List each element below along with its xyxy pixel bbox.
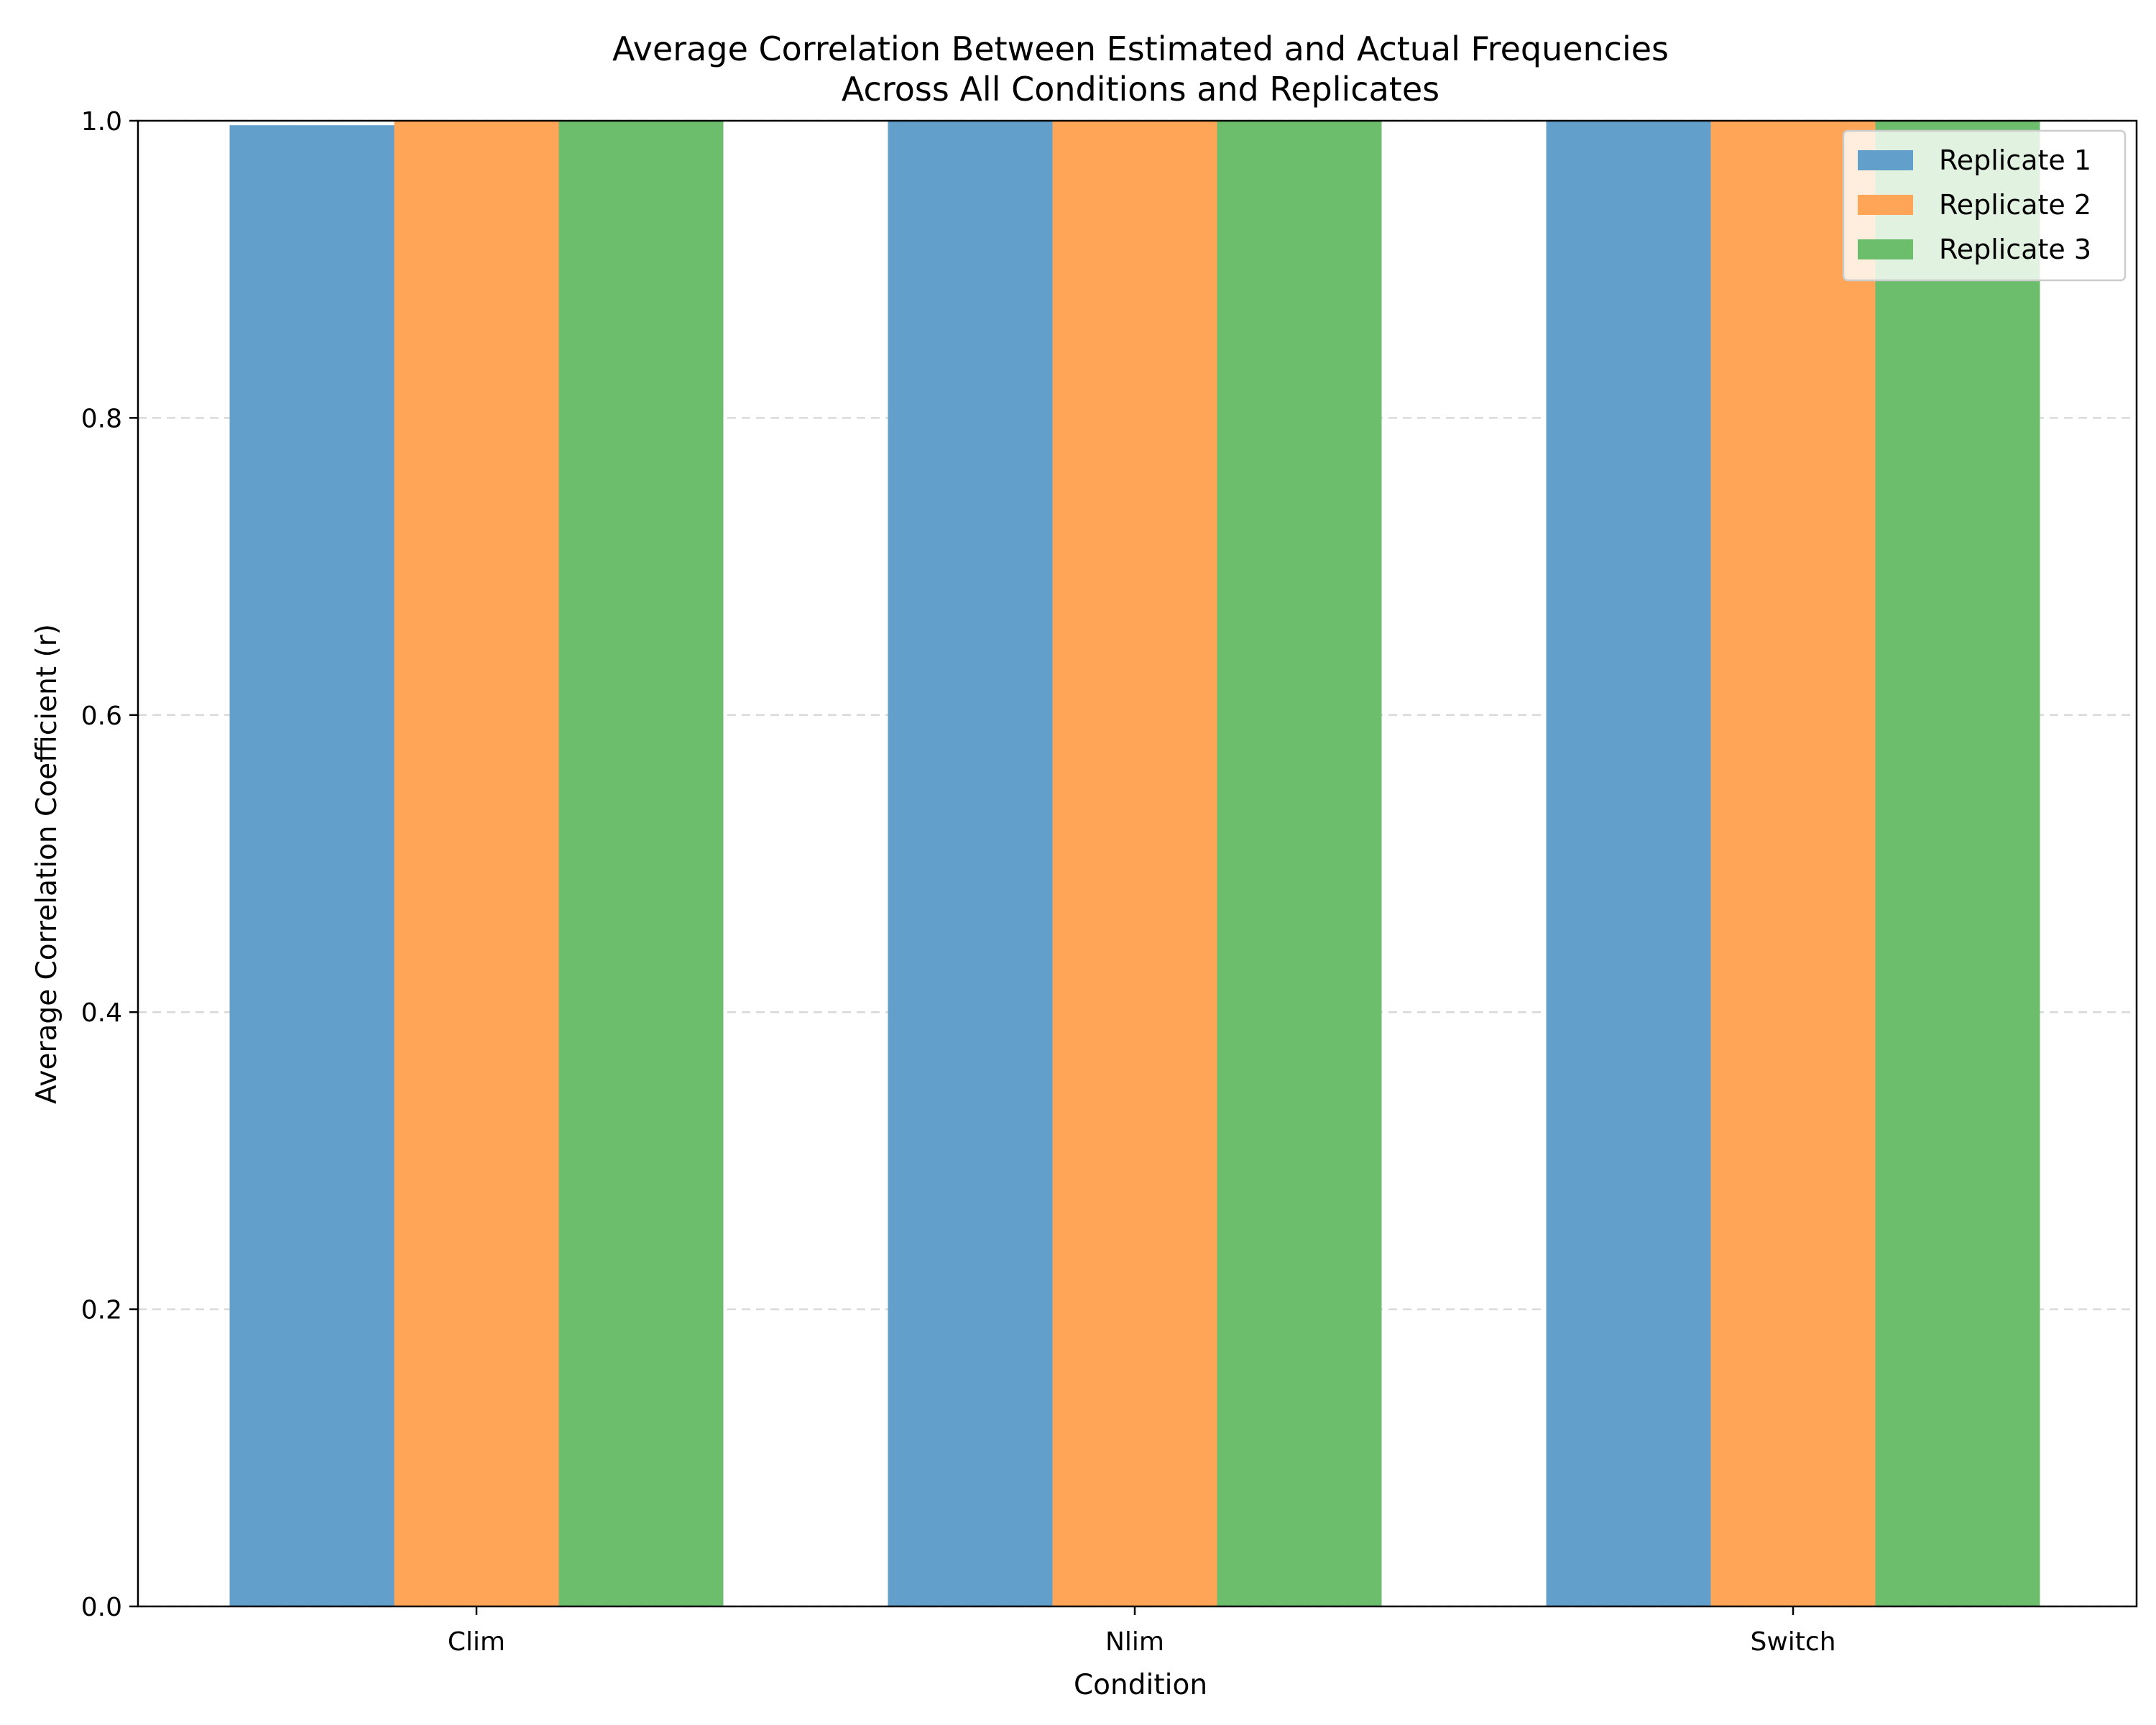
chart-subtitle: Across All Conditions and Replicates [842,70,1439,109]
legend-label: Replicate 3 [1939,234,2091,265]
y-tick-label: 1.0 [81,107,122,137]
y-axis-label: Average Correlation Coefficient (r) [31,624,63,1104]
y-tick-label: 0.6 [81,702,122,731]
bar-nlim-replicate-2 [1052,121,1217,1606]
legend-label: Replicate 2 [1939,189,2091,221]
axes [129,119,2138,1615]
legend-box [1842,129,2127,282]
tick-labels: 0.0 0.2 0.4 0.6 0.8 1.0 Clim Nlim Switch [81,107,1836,1657]
bar-switch-replicate-3 [1875,121,2040,1606]
bar-nlim-replicate-3 [1217,121,1382,1606]
bar-clim-replicate-3 [558,121,724,1606]
bars [229,121,2040,1607]
y-tick-label: 0.8 [81,404,122,433]
legend-swatch [1858,195,1913,215]
plot-frame [137,119,2138,1608]
legend: Replicate 1 Replicate 2 Replicate 3 [1842,129,2127,282]
x-tick-label: Clim [448,1627,505,1657]
bar-clim-replicate-2 [394,121,559,1606]
bar-switch-replicate-1 [1546,121,1711,1606]
y-tick-label: 0.4 [81,998,122,1028]
x-tick-label: Nlim [1105,1627,1164,1657]
legend-swatch [1858,239,1913,259]
chart-title: Average Correlation Between Estimated an… [612,29,1669,68]
x-tick-label: Switch [1750,1627,1835,1657]
y-tick-label: 0.0 [81,1593,122,1622]
bar-switch-replicate-2 [1710,121,1876,1606]
legend-swatch [1858,150,1913,170]
bar-nlim-replicate-1 [888,121,1053,1606]
y-tick-label: 0.2 [81,1296,122,1325]
legend-label: Replicate 1 [1939,144,2091,176]
x-axis-label: Condition [1074,1669,1207,1701]
bar-clim-replicate-1 [229,125,395,1607]
